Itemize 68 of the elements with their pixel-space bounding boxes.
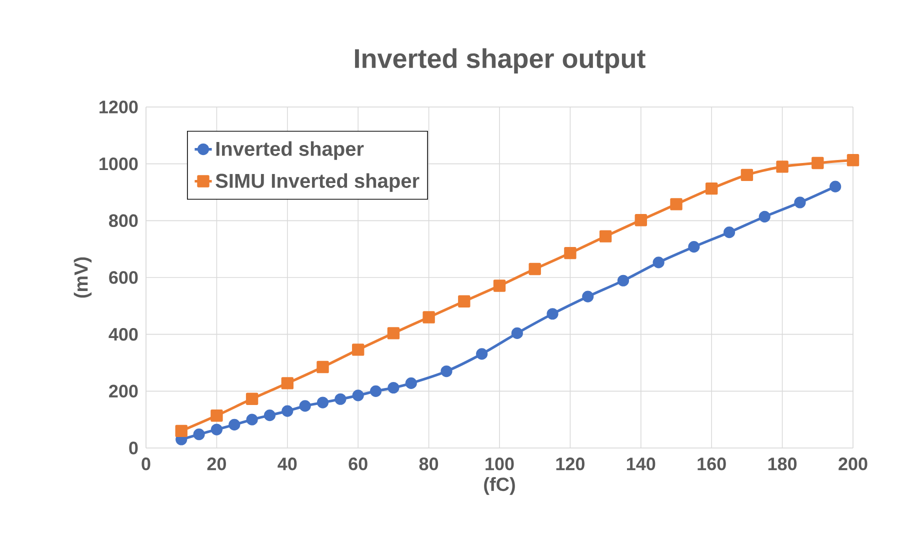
x-tick-label: 0 [142,458,150,470]
point [794,196,806,208]
y-tick-label: 1200 [100,100,138,114]
point [812,156,824,170]
y-tick-label: 800 [109,214,138,228]
x-axis-title: (fC) [484,477,515,495]
legend-label: Inverted shaper [216,141,364,160]
point [511,327,523,339]
point [193,428,205,440]
point [388,382,400,394]
point [599,230,612,242]
x-tick-label: 40 [278,458,297,470]
y-tick-label: 400 [108,328,138,341]
x-tick-label: 120 [556,458,584,470]
point [334,393,346,405]
point [352,390,364,402]
point [776,160,788,173]
point [228,418,240,430]
x-tick-label: 200 [838,458,868,470]
point [617,274,630,286]
point [316,396,329,408]
point [458,295,470,308]
point [688,241,700,253]
y-tick-label: 1000 [100,157,138,170]
point [528,262,541,276]
x-tick-label: 160 [698,458,726,470]
point [246,414,258,426]
point [634,214,648,226]
x-tick-label: 140 [627,458,656,470]
point [175,424,188,438]
legend-label: SIMU Inverted shaper [216,173,420,192]
y-tick-label: 600 [109,271,138,284]
point [846,154,860,166]
point [352,344,364,356]
point [299,400,311,412]
point [706,182,718,195]
point [264,410,276,422]
x-tick-label: 60 [348,458,368,470]
x-tick-label: 100 [486,458,514,470]
point [316,360,329,374]
point [670,198,682,210]
point [422,311,435,324]
point [652,256,664,268]
point [493,280,506,292]
y-axis-title: (mV) [74,257,92,298]
point [440,365,452,378]
point [723,226,736,238]
point [582,290,594,302]
y-tick-label: 200 [109,384,138,398]
x-tick-label: 180 [768,458,797,470]
point [740,168,754,182]
point [210,410,223,422]
point [281,377,294,390]
y-tick-label: 0 [129,442,138,454]
point [546,308,558,320]
x-tick-label: 80 [419,458,438,470]
point [246,392,258,405]
point [387,327,400,340]
point [370,385,382,397]
point [564,246,576,260]
x-tick-label: 20 [207,458,226,470]
point [830,180,842,192]
chart-title: Inverted shaper output [355,48,646,74]
point [282,405,294,417]
point [210,424,223,436]
point [758,210,770,222]
point [405,377,417,390]
point [476,348,488,360]
